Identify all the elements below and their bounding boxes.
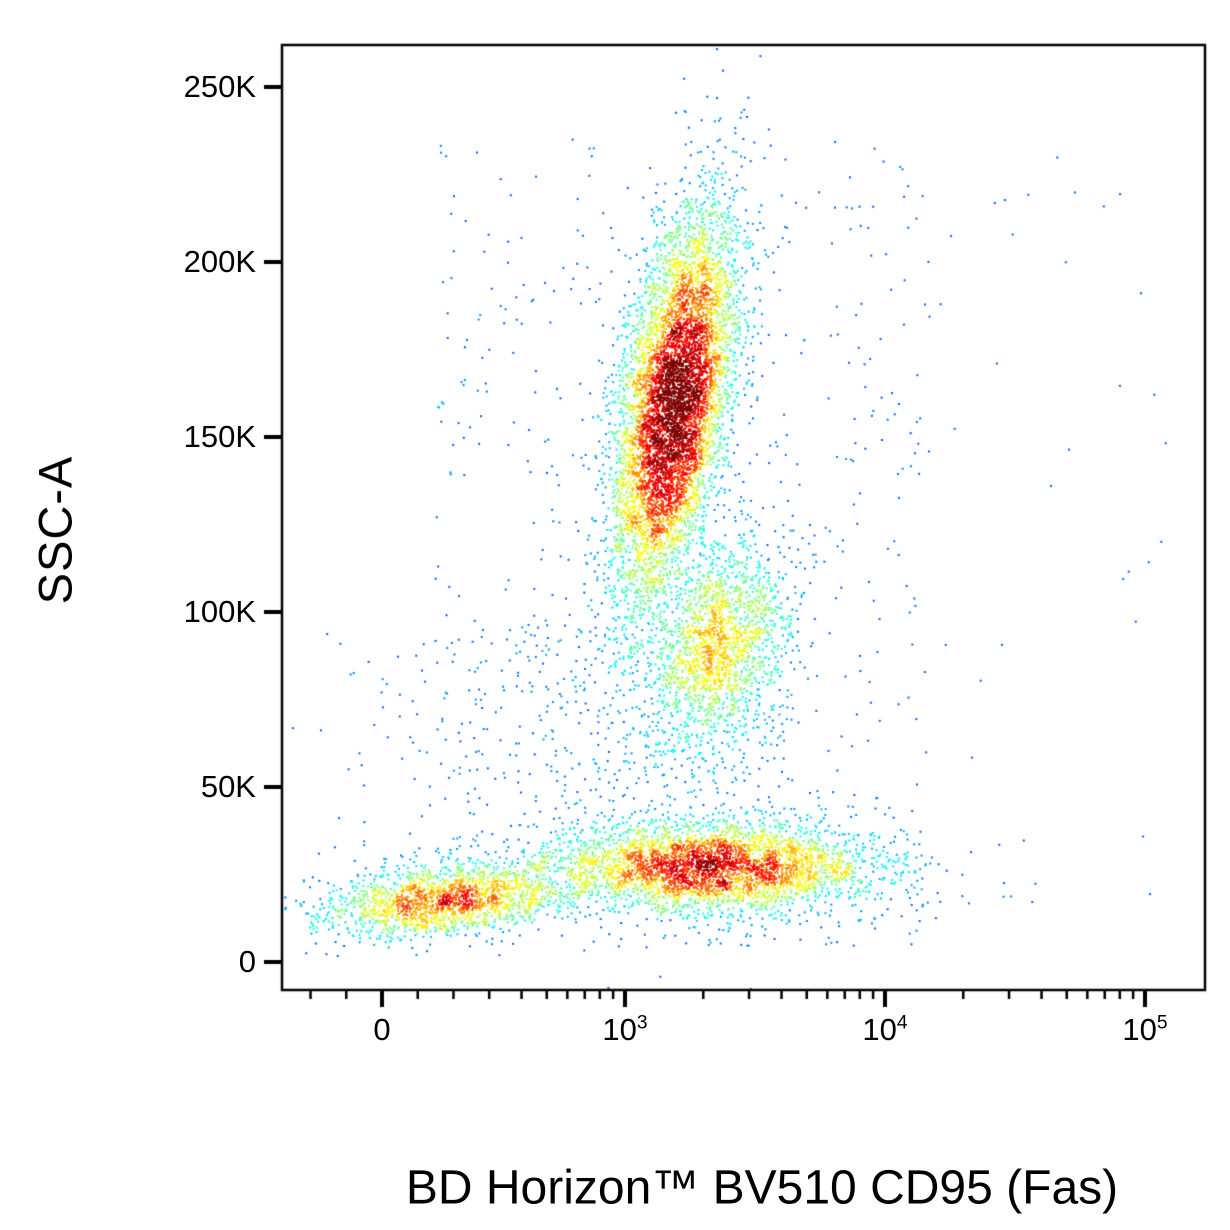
y-tick-label: 250K [183,69,256,104]
x-tick-label: 104 [862,1012,908,1047]
x-tick-label: 103 [602,1012,648,1047]
y-tick-label: 200K [183,244,256,279]
x-tick-label: 0 [373,1012,391,1047]
y-tick-label: 100K [183,594,256,629]
y-axis-title: SSC-A [28,455,82,605]
y-tick-label: 50K [200,769,256,804]
y-tick-label: 150K [183,419,256,454]
x-axis-title: BD Horizon™ BV510 CD95 (Fas) [405,1161,1119,1215]
x-tick-label: 105 [1122,1012,1168,1047]
y-tick-label: 0 [238,944,256,979]
